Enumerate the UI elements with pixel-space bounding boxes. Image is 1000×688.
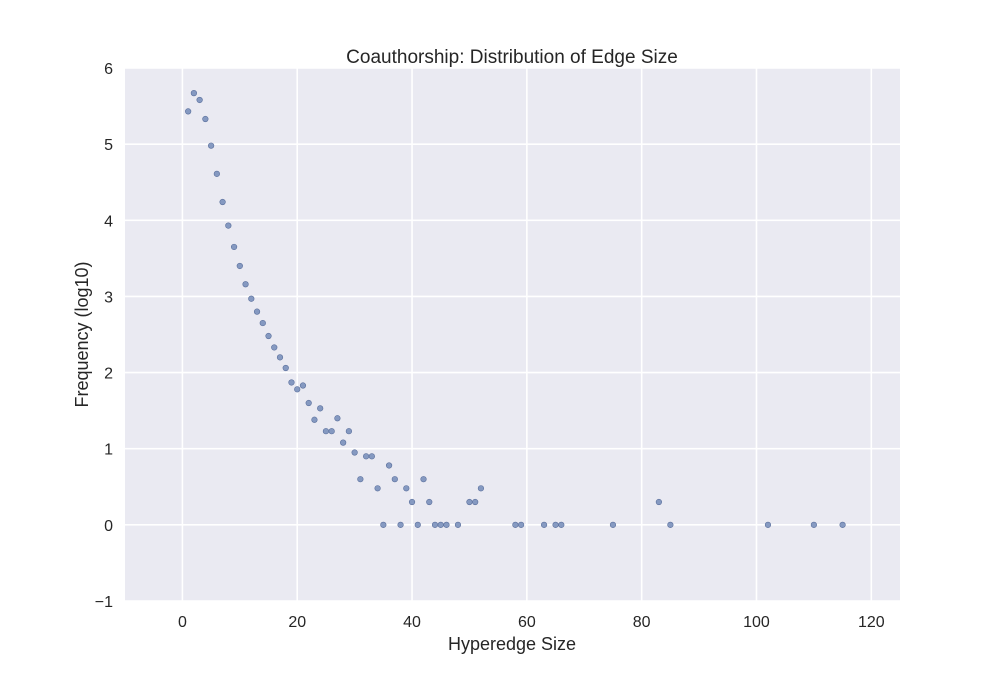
data-point bbox=[397, 521, 404, 528]
data-point bbox=[311, 416, 318, 423]
data-point bbox=[299, 382, 307, 389]
chart-title: Coauthorship: Distribution of Edge Size bbox=[346, 47, 678, 68]
data-point bbox=[437, 521, 444, 528]
data-point bbox=[810, 521, 817, 528]
y-tick-label: 1 bbox=[104, 442, 113, 459]
data-point bbox=[540, 521, 548, 528]
x-tick-label: 60 bbox=[518, 614, 536, 631]
data-point bbox=[357, 476, 364, 483]
x-tick-label: 40 bbox=[403, 614, 421, 631]
data-point bbox=[345, 428, 352, 435]
data-point bbox=[374, 485, 381, 492]
y-tick-label: 5 bbox=[104, 137, 113, 154]
x-tick-label: 100 bbox=[743, 614, 770, 631]
data-point bbox=[552, 521, 559, 528]
data-point bbox=[431, 521, 439, 528]
data-point bbox=[202, 115, 209, 123]
y-tick-label: 2 bbox=[104, 366, 113, 383]
x-tick-labels: 0 20 40 60 80 100 120 bbox=[178, 614, 885, 631]
data-point bbox=[426, 498, 433, 506]
data-point bbox=[236, 262, 243, 270]
data-point bbox=[391, 476, 398, 483]
data-point bbox=[363, 453, 370, 460]
data-point bbox=[667, 521, 674, 528]
data-point bbox=[305, 399, 312, 407]
x-tick-label: 80 bbox=[633, 614, 651, 631]
data-point bbox=[368, 453, 375, 460]
y-tick-labels: −1 0 1 2 3 4 5 6 bbox=[95, 61, 113, 611]
data-point bbox=[558, 521, 565, 528]
data-point bbox=[288, 379, 295, 386]
data-point bbox=[454, 521, 462, 528]
data-point bbox=[328, 428, 335, 435]
data-point bbox=[230, 243, 238, 251]
y-axis-label: Frequency (log10) bbox=[72, 261, 92, 407]
data-point bbox=[213, 170, 220, 177]
data-point bbox=[219, 198, 226, 206]
data-point bbox=[443, 521, 450, 528]
data-point bbox=[196, 96, 203, 104]
x-tick-label: 120 bbox=[858, 614, 885, 631]
data-point bbox=[609, 521, 617, 528]
data-point bbox=[472, 498, 479, 506]
data-point bbox=[294, 386, 301, 393]
data-point bbox=[265, 332, 272, 340]
x-tick-label: 20 bbox=[288, 614, 306, 631]
y-tick-label: 6 bbox=[104, 61, 113, 78]
plot-background bbox=[125, 68, 900, 601]
y-tick-label: 4 bbox=[104, 213, 113, 230]
data-point bbox=[420, 476, 427, 483]
x-axis-label: Hyperedge Size bbox=[448, 634, 576, 654]
data-point bbox=[408, 498, 416, 506]
data-point bbox=[385, 462, 393, 469]
data-point bbox=[208, 142, 215, 149]
data-point bbox=[340, 439, 347, 446]
data-point bbox=[225, 222, 232, 229]
data-point bbox=[190, 90, 197, 97]
data-point bbox=[477, 485, 485, 492]
data-point bbox=[322, 428, 330, 435]
y-tick-label: −1 bbox=[95, 594, 113, 611]
y-tick-label: 3 bbox=[104, 289, 113, 306]
data-point bbox=[248, 295, 255, 302]
y-tick-label: 0 bbox=[104, 518, 113, 535]
data-point bbox=[518, 521, 525, 528]
grid-lines bbox=[125, 67, 900, 602]
x-tick-label: 0 bbox=[178, 614, 187, 631]
data-point bbox=[317, 405, 324, 412]
data-point bbox=[380, 521, 387, 528]
data-point bbox=[253, 308, 261, 315]
data-point bbox=[282, 364, 289, 372]
data-point bbox=[512, 521, 519, 528]
data-point bbox=[259, 319, 266, 327]
data-point bbox=[334, 415, 341, 422]
data-point bbox=[242, 281, 249, 288]
data-point bbox=[271, 344, 278, 351]
data-points bbox=[185, 90, 846, 528]
data-point bbox=[414, 521, 421, 528]
data-point bbox=[764, 521, 772, 528]
data-point bbox=[839, 521, 846, 528]
data-point bbox=[466, 498, 473, 506]
data-point bbox=[655, 498, 662, 506]
data-point bbox=[351, 449, 358, 456]
data-point bbox=[403, 485, 410, 492]
data-point bbox=[276, 354, 284, 361]
data-point bbox=[185, 108, 192, 115]
